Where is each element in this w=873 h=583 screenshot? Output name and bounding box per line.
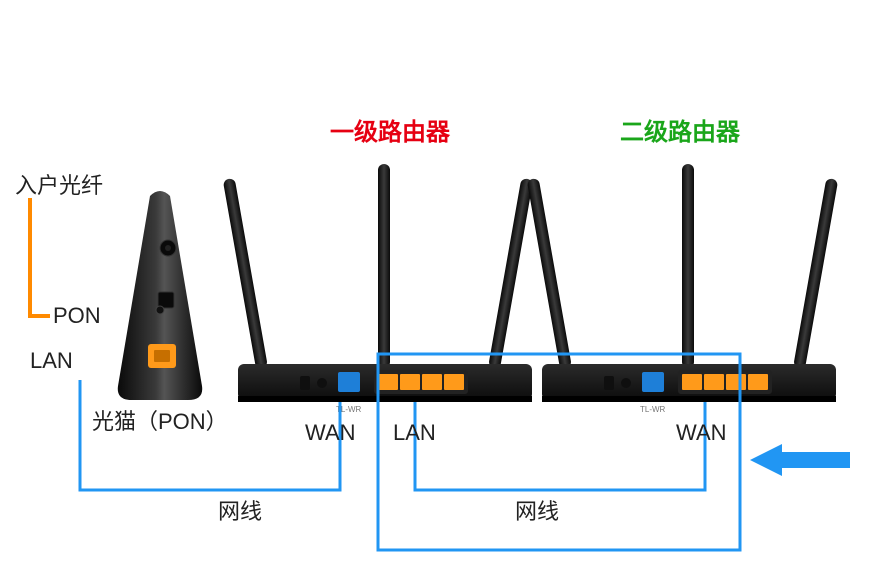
primary-router-title: 一级路由器 bbox=[330, 112, 450, 147]
ethernet-cable-1-label: 网线 bbox=[218, 494, 262, 526]
modem-caption: 光猫（PON） bbox=[92, 404, 228, 436]
diagram-canvas: TL-WR TL-WR bbox=[0, 0, 873, 583]
ethernet-cable-2 bbox=[415, 402, 705, 490]
ethernet-cable-2-label: 网线 bbox=[515, 494, 559, 526]
optical-modem bbox=[118, 191, 202, 400]
router1-wan-label: WAN bbox=[305, 420, 356, 446]
router2-wan-label: WAN bbox=[676, 420, 727, 446]
modem-lan-label: LAN bbox=[30, 348, 73, 374]
router2-wan-port bbox=[642, 372, 664, 392]
primary-router: TL-WR bbox=[223, 164, 533, 414]
secondary-router-title: 二级路由器 bbox=[620, 112, 740, 147]
incoming-fiber-label: 入户光纤 bbox=[15, 168, 103, 200]
router1-lan-label: LAN bbox=[393, 420, 436, 446]
router1-wan-port bbox=[338, 372, 360, 392]
modem-lan-port bbox=[148, 344, 176, 368]
svg-text:TL-WR: TL-WR bbox=[640, 405, 666, 414]
router1-lan-port bbox=[378, 374, 398, 390]
secondary-router: TL-WR bbox=[527, 164, 838, 414]
fiber-connector-line bbox=[30, 198, 50, 316]
pon-port-label: PON bbox=[53, 303, 101, 329]
svg-text:TL-WR: TL-WR bbox=[336, 405, 362, 414]
callout-arrow bbox=[750, 444, 850, 476]
